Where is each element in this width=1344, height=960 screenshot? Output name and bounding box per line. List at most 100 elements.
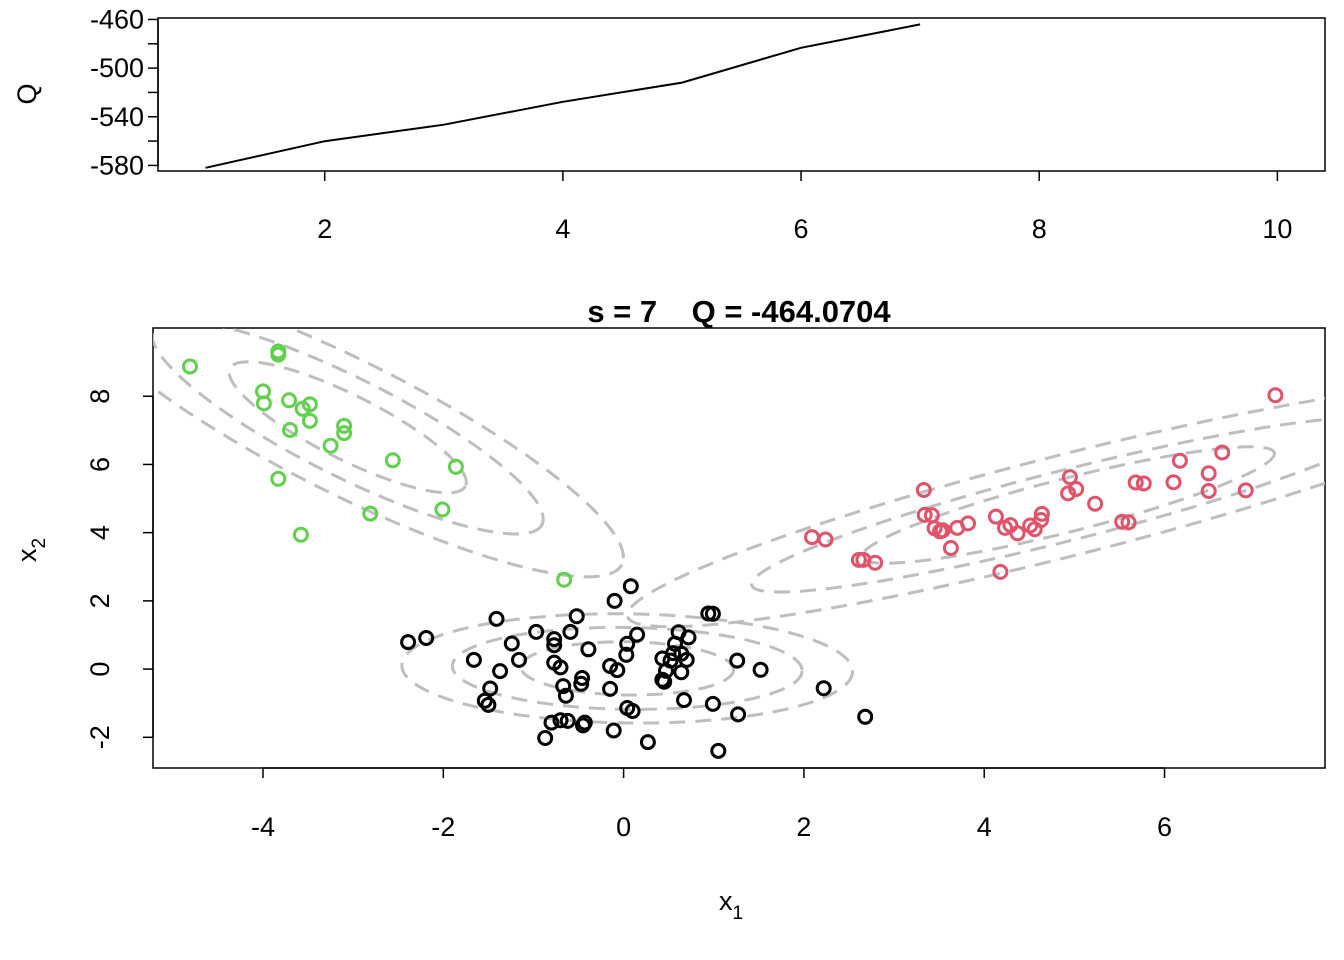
q-x-axis: 2 4 6 8 10	[317, 171, 1292, 244]
cluster-1-point	[552, 659, 569, 676]
contour-ellipse	[519, 640, 736, 697]
cluster-1-point	[704, 605, 721, 622]
cluster-3-point	[384, 452, 401, 469]
cluster-2-point	[1200, 483, 1217, 499]
cluster-2-point	[1171, 452, 1188, 469]
cluster-2-point	[992, 563, 1009, 580]
cluster-2-point	[915, 482, 932, 498]
cluster-2-point	[1200, 465, 1217, 482]
cluster-1-point	[730, 706, 747, 723]
scatter-y-tick-label: 4	[85, 525, 115, 540]
cluster-2-point	[1237, 482, 1254, 499]
cluster-1-point	[482, 680, 499, 697]
contour-ellipse	[860, 445, 1276, 565]
q-trace-plot: -580 -540 -500 -460 2 4 6 8 10 Q	[12, 4, 1326, 244]
density-contours	[153, 328, 1325, 725]
cluster-1-point	[555, 678, 572, 695]
cluster-1-point	[546, 631, 563, 648]
q-y-tick-label: -580	[90, 150, 144, 180]
cluster-2-point	[1135, 475, 1152, 492]
q-y-tick-label: -500	[90, 53, 144, 83]
scatter-x-axis-title: x1	[719, 886, 743, 924]
contour-ellipse	[227, 360, 468, 495]
scatter-x-tick-label: -2	[431, 812, 455, 842]
y-axis-title-base: x	[12, 548, 42, 562]
cluster-2-point	[960, 515, 976, 532]
cluster-2-point	[987, 508, 1004, 525]
cluster-2-point	[1033, 505, 1050, 522]
q-x-tick-label: 4	[555, 214, 570, 244]
cluster-3-point	[301, 412, 318, 429]
cluster-2-point	[1061, 469, 1078, 486]
cluster-3-point	[362, 505, 379, 522]
scatter-y-axis-title: x2	[12, 538, 50, 562]
cluster-3-point	[447, 458, 464, 475]
q-series-line	[205, 23, 921, 169]
cluster-1-point	[618, 646, 635, 663]
cluster-3-point	[282, 422, 298, 438]
cluster-1-point	[665, 645, 682, 662]
cluster-1-point	[605, 722, 622, 739]
scatter-x-tick-label: 0	[616, 812, 631, 842]
cluster-1-point	[576, 714, 593, 731]
cluster-2-point	[1120, 514, 1137, 531]
contour-ellipse	[625, 381, 1325, 629]
cluster-1-point	[680, 629, 697, 646]
cluster-3-point	[255, 395, 272, 412]
cluster-2-point	[1165, 474, 1182, 491]
cluster-1-point	[568, 608, 585, 625]
cluster-1-point	[574, 670, 591, 686]
scatter-x-tick-label: -4	[251, 812, 275, 842]
cluster-3-point	[336, 417, 353, 434]
cluster-1-point	[580, 641, 597, 658]
scatter-x-tick-label: 2	[796, 812, 811, 842]
cluster-2-point	[867, 554, 884, 571]
contour-ellipse	[750, 416, 1325, 594]
cluster-1-point	[503, 635, 520, 652]
cluster-2-point	[804, 529, 820, 546]
scatter-y-tick-label: 2	[85, 593, 115, 608]
q-x-tick-label: 6	[794, 214, 809, 244]
cluster-1-point	[488, 610, 505, 627]
q-y-axis: -580 -540 -500 -460	[90, 4, 159, 180]
q-x-tick-label: 10	[1262, 214, 1292, 244]
cluster-2-point	[817, 531, 834, 548]
cluster-3-point	[336, 425, 353, 442]
cluster-1-point	[543, 714, 560, 731]
cluster-3-point	[281, 392, 298, 409]
cluster-2-point	[1087, 495, 1104, 512]
cluster-1-point	[622, 578, 639, 595]
cluster-1-point	[465, 651, 482, 668]
cluster-1-point	[752, 661, 769, 678]
cluster-2-point	[1127, 474, 1144, 491]
cluster-2-point	[1114, 513, 1131, 530]
cluster-3-point	[270, 346, 287, 363]
cluster-1-point	[729, 652, 746, 669]
cluster-1-point	[815, 680, 832, 697]
cluster-1-point	[624, 703, 641, 719]
cluster-1-point	[552, 712, 569, 729]
y-axis-title-subscript: 2	[29, 538, 50, 549]
cluster-1-point	[559, 712, 576, 729]
cluster-1-point	[606, 592, 623, 609]
cluster-2-point	[1060, 485, 1077, 502]
cluster-1-point	[710, 742, 727, 759]
cluster-3-point	[556, 571, 573, 588]
cluster-3-point	[292, 526, 309, 543]
cluster-1-point	[400, 634, 417, 651]
cluster-1-point	[678, 651, 695, 668]
cluster-1-point	[857, 708, 874, 725]
cluster-1-point	[562, 623, 579, 640]
cluster-1-point	[639, 734, 656, 751]
scatter-y-axis: -2 0 2 4 6 8	[85, 389, 154, 749]
cluster-2-point	[942, 540, 959, 556]
cluster-1-point	[511, 651, 527, 668]
q-x-tick-label: 8	[1032, 214, 1047, 244]
cluster-2-point	[1009, 525, 1026, 542]
q-plot-frame	[157, 17, 1326, 172]
contour-ellipse	[400, 612, 855, 725]
cluster-2-point	[1214, 444, 1231, 461]
cluster-1-point	[418, 630, 435, 646]
cluster-3-point	[301, 396, 318, 413]
